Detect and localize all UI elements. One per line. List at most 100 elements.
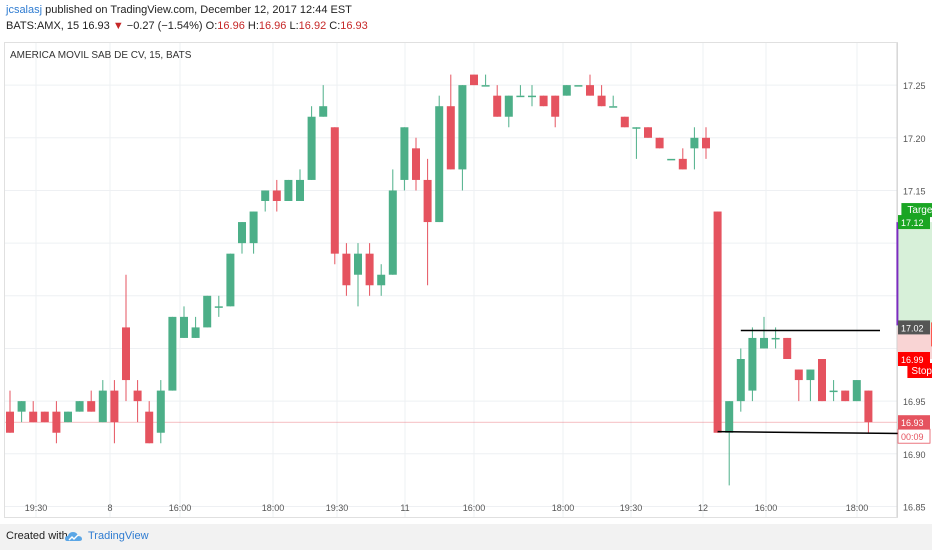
- candle: [794, 369, 803, 381]
- last-price: 16.93: [901, 418, 924, 428]
- close-label: C:: [329, 20, 341, 32]
- y-tick-label: 17.20: [903, 134, 926, 144]
- x-tick-label: 16:00: [755, 503, 778, 513]
- candle: [702, 137, 710, 149]
- candle: [481, 85, 490, 87]
- stop-price: 16.99: [901, 355, 924, 365]
- symbol-label[interactable]: BATS:AMX, 15: [6, 20, 80, 32]
- stop-price-badge: [898, 352, 930, 366]
- candle: [632, 127, 641, 129]
- y-tick-label: 17.25: [903, 81, 926, 91]
- candle: [528, 95, 536, 98]
- candle: [586, 85, 594, 96]
- candle: [133, 390, 142, 402]
- candle: [87, 401, 96, 412]
- candle: [203, 295, 212, 328]
- last-price: 16.93: [82, 20, 110, 32]
- candle: [412, 148, 420, 180]
- candle: [446, 106, 455, 170]
- footer: Created with TradingView: [0, 524, 932, 550]
- candle: [191, 327, 200, 338]
- y-tick-label: 16.90: [903, 450, 926, 460]
- x-tick-label: 19:30: [326, 503, 349, 513]
- candle: [319, 106, 328, 117]
- candle: [354, 253, 362, 275]
- candle: [760, 337, 768, 349]
- target-label: Target: 0.10 (: [907, 205, 932, 216]
- x-tick-label: 19:30: [25, 503, 48, 513]
- countdown: 00:09: [901, 432, 924, 442]
- candle: [493, 95, 502, 117]
- y-tick-label: 16.95: [903, 397, 926, 407]
- candle: [609, 106, 618, 108]
- lower-trendline: [717, 430, 927, 435]
- tradingview-link[interactable]: TradingView: [88, 530, 149, 542]
- low-value: 16.92: [298, 20, 327, 32]
- candle: [516, 95, 525, 98]
- candle: [284, 179, 293, 201]
- candle: [504, 95, 513, 117]
- candle: [864, 390, 873, 423]
- chart-title: AMERICA MOVIL SAB DE CV, 15, BATS: [10, 50, 192, 61]
- x-tick-label: 11: [400, 503, 409, 513]
- candle: [655, 137, 664, 149]
- candle: [667, 158, 676, 161]
- candle: [423, 179, 432, 223]
- x-tick-label: 18:00: [262, 503, 285, 513]
- candle: [330, 127, 339, 254]
- candle: [64, 411, 72, 423]
- author-link[interactable]: jcsalasj: [6, 4, 43, 16]
- candle: [562, 85, 571, 96]
- created-with-text: Created with: [6, 530, 68, 542]
- candle: [736, 359, 745, 402]
- candle: [249, 211, 258, 244]
- candle: [122, 327, 130, 381]
- candle: [458, 85, 467, 170]
- candle: [678, 158, 687, 170]
- low-label: L:: [289, 20, 299, 32]
- open-label: O:: [205, 20, 218, 32]
- publish-info: published on TradingView.com, December 1…: [45, 4, 352, 16]
- candle: [597, 95, 606, 107]
- candle: [40, 411, 49, 423]
- entry-price-badge: [898, 320, 930, 335]
- candle: [852, 380, 861, 402]
- candle: [388, 190, 397, 275]
- candle: [690, 137, 699, 149]
- target-price: 17.12: [901, 218, 924, 228]
- candle: [52, 411, 61, 433]
- countdown-badge: [897, 428, 931, 444]
- candle: [470, 74, 478, 86]
- last-price-badge: [898, 415, 930, 430]
- x-tick-label: 8: [107, 503, 112, 513]
- candle: [771, 337, 780, 340]
- candle: [644, 127, 652, 138]
- profit-zone: [897, 222, 932, 328]
- candle: [748, 337, 757, 391]
- candle: [620, 116, 629, 128]
- candle: [818, 359, 826, 402]
- x-tick-label: 16:00: [463, 503, 486, 513]
- publish-line: jcsalasj published on TradingView.com, D…: [6, 4, 352, 16]
- candle: [75, 401, 84, 412]
- candle: [783, 337, 792, 359]
- x-tick-label: 16:00: [169, 503, 192, 513]
- candle: [156, 390, 165, 433]
- high-value: 16.96: [258, 20, 287, 32]
- candlestick-chart[interactable]: 17.2517.2017.1517.1017.0517.0016.9516.90…: [0, 0, 932, 520]
- candle: [180, 316, 188, 338]
- chart-header: jcsalasj published on TradingView.com, D…: [0, 0, 932, 42]
- candle: [551, 95, 560, 117]
- candle: [168, 316, 177, 391]
- tradingview-cloud-icon[interactable]: [64, 529, 84, 545]
- candle: [435, 106, 444, 223]
- target-badge: [901, 203, 932, 218]
- x-tick-label: 12: [698, 503, 708, 513]
- y-tick-label: 16.85: [903, 502, 926, 512]
- x-tick-label: 19:30: [620, 503, 643, 513]
- candle: [238, 222, 246, 244]
- candle: [296, 179, 304, 201]
- candle: [110, 390, 119, 423]
- candle: [713, 211, 722, 433]
- candle: [98, 390, 107, 423]
